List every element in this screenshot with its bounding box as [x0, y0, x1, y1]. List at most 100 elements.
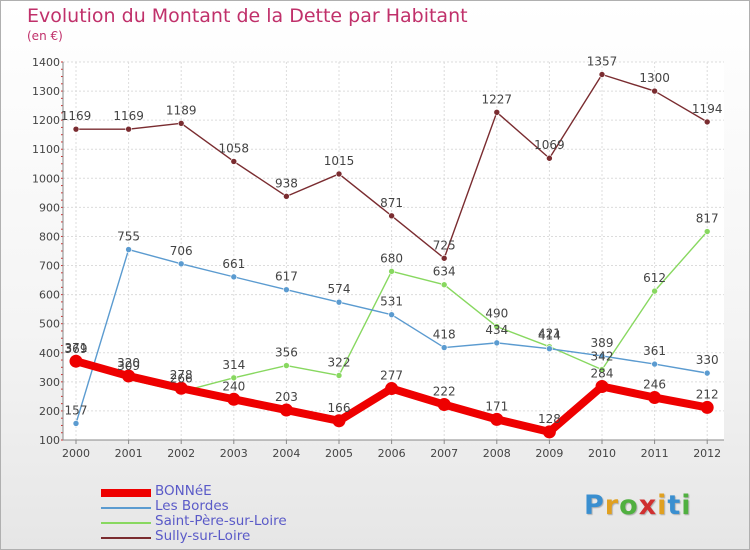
- data-label: 266: [170, 372, 193, 386]
- data-label: 1357: [587, 55, 618, 69]
- logo-letter: o: [619, 490, 639, 521]
- data-label: 1169: [61, 109, 92, 123]
- data-point: [651, 360, 658, 368]
- data-point: [703, 118, 711, 126]
- data-point: [440, 281, 448, 289]
- data-point: [598, 366, 606, 373]
- data-point: [174, 381, 188, 395]
- data-point: [283, 362, 290, 369]
- data-point: [72, 125, 80, 133]
- data-label: 309: [117, 359, 140, 373]
- x-tick-label: 2006: [378, 447, 406, 460]
- logo-letter: i: [681, 490, 692, 521]
- data-point: [648, 391, 662, 405]
- data-point: [493, 109, 501, 116]
- data-label: 617: [275, 270, 298, 284]
- data-label: 277: [380, 369, 403, 383]
- x-tick-label: 2008: [483, 447, 511, 460]
- axis-layer: 1002003004005006007008009001000110012001…: [32, 56, 724, 460]
- legend-label: Sully-sur-Loire: [155, 528, 251, 544]
- data-label: 128: [538, 412, 561, 426]
- data-point: [335, 372, 343, 379]
- data-point: [332, 414, 346, 428]
- data-label: 371: [65, 341, 88, 355]
- y-tick-label: 500: [39, 318, 60, 331]
- data-point: [283, 286, 290, 293]
- data-point: [440, 344, 448, 351]
- data-label: 817: [696, 212, 719, 226]
- data-point: [125, 246, 132, 253]
- x-tick-label: 2001: [115, 447, 143, 460]
- data-label: 661: [222, 257, 245, 271]
- data-point: [388, 212, 395, 220]
- data-point: [598, 71, 606, 78]
- logo-letter: i: [657, 490, 668, 521]
- data-label: 157: [65, 403, 88, 417]
- legend-label: Saint-Père-sur-Loire: [155, 513, 287, 529]
- data-label: 222: [433, 385, 456, 399]
- data-label: 421: [538, 327, 561, 341]
- data-point: [72, 420, 80, 427]
- data-point: [703, 369, 711, 377]
- data-point: [440, 254, 448, 262]
- x-tick-label: 2004: [272, 447, 300, 460]
- data-point: [230, 158, 238, 165]
- legend-swatch: [101, 536, 151, 539]
- y-tick-label: 1400: [32, 56, 60, 69]
- data-point: [490, 412, 504, 426]
- data-label: 755: [117, 230, 140, 244]
- legend-swatch: [101, 488, 151, 497]
- data-point: [227, 392, 241, 406]
- data-label: 361: [643, 344, 666, 358]
- legend-swatch: [101, 506, 151, 509]
- x-tick-label: 2010: [588, 447, 616, 460]
- x-tick-label: 2002: [167, 447, 195, 460]
- y-tick-label: 1000: [32, 172, 60, 185]
- data-label: 725: [433, 238, 456, 252]
- x-tick-label: 2012: [693, 447, 721, 460]
- chart-title: Evolution du Montant de la Dette par Hab…: [27, 5, 468, 27]
- y-tick-label: 100: [39, 434, 60, 447]
- data-point: [437, 398, 451, 412]
- y-tick-label: 700: [39, 260, 60, 273]
- data-point: [388, 268, 395, 275]
- data-label: 389: [591, 336, 614, 350]
- data-label: 1194: [692, 102, 723, 116]
- data-point: [388, 311, 395, 318]
- data-point: [279, 403, 293, 417]
- data-point: [177, 260, 185, 268]
- grid-layer: [63, 61, 724, 441]
- data-point: [230, 374, 238, 382]
- x-tick-label: 2009: [535, 447, 563, 460]
- x-tick-label: 2000: [62, 447, 90, 460]
- data-point: [125, 125, 132, 133]
- x-tick-label: 2007: [430, 447, 458, 460]
- data-label: 314: [222, 358, 245, 372]
- data-point: [542, 425, 556, 439]
- y-tick-label: 900: [39, 201, 60, 214]
- data-label: 1169: [113, 109, 144, 123]
- y-tick-label: 300: [39, 376, 60, 389]
- data-label: 414: [538, 329, 561, 343]
- logo-letter: r: [604, 490, 620, 521]
- series-layer: [69, 71, 714, 439]
- data-point: [595, 379, 609, 393]
- data-label: 1069: [534, 138, 565, 152]
- data-point: [283, 193, 290, 200]
- y-tick-label: 400: [39, 347, 60, 360]
- legend-label: Les Bordes: [155, 498, 229, 514]
- data-label: 246: [643, 378, 666, 392]
- data-point: [703, 228, 711, 235]
- legend-label: BONNéE: [155, 483, 212, 499]
- data-label: 330: [696, 353, 719, 367]
- data-point: [546, 154, 553, 162]
- data-label: 203: [275, 390, 298, 404]
- y-tick-label: 600: [39, 289, 60, 302]
- data-label: 531: [380, 295, 403, 309]
- data-point: [69, 354, 83, 368]
- data-label: 871: [380, 196, 403, 210]
- data-point: [177, 120, 185, 127]
- data-label: 369: [65, 342, 88, 356]
